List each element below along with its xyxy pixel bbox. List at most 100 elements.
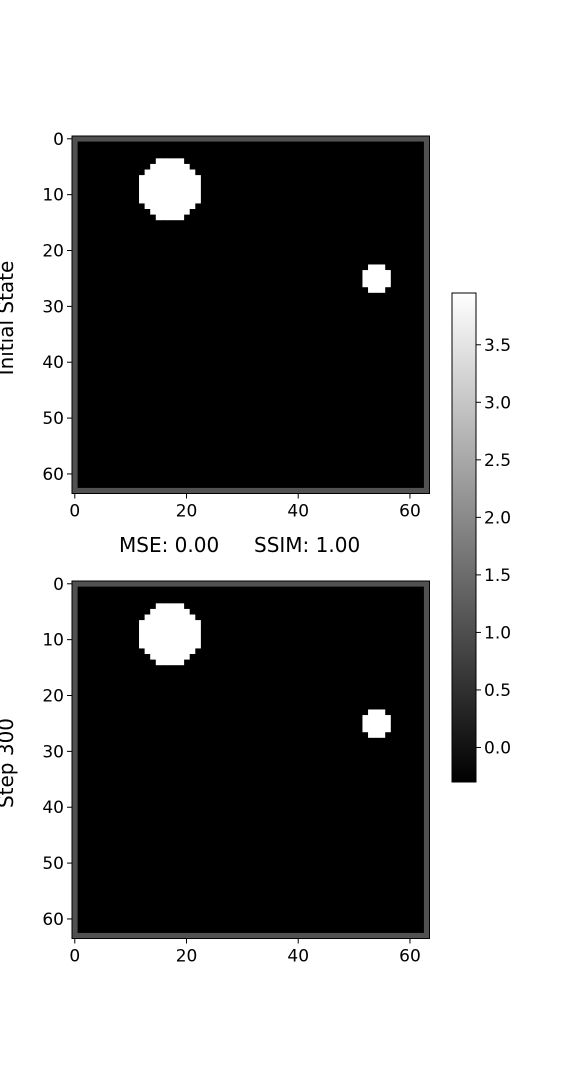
blob-cell <box>178 203 185 210</box>
blob-cell <box>155 158 162 165</box>
blob-cell <box>150 620 157 627</box>
blob-cell <box>362 270 369 277</box>
blob-cell <box>172 175 179 182</box>
blob-cell <box>178 163 185 170</box>
blob-cell <box>172 197 179 204</box>
blob-cell <box>178 631 185 638</box>
blob-cell <box>178 614 185 621</box>
blob-cell <box>362 715 369 722</box>
x-axis-ticks: 0 20 40 60 <box>69 493 421 522</box>
blob-cell <box>178 180 185 187</box>
blob-cell <box>166 197 173 204</box>
blob-cell <box>172 158 179 165</box>
blob-cell <box>373 726 380 733</box>
blob-cell <box>155 208 162 215</box>
blob-cell <box>155 659 162 666</box>
blob-cell <box>189 614 196 621</box>
blob-cell <box>161 175 168 182</box>
x-tick-label: 20 <box>176 502 198 522</box>
blob-cell <box>139 191 146 198</box>
heatmap-background <box>72 581 430 939</box>
blob-cell <box>161 653 168 660</box>
blob-cell <box>194 620 201 627</box>
x-tick-label: 0 <box>69 502 80 522</box>
blob-cell <box>161 631 168 638</box>
blob-cell <box>384 275 391 282</box>
blob-cell <box>155 608 162 615</box>
blob-cell <box>144 203 151 210</box>
blob-cell <box>161 625 168 632</box>
blob-cell <box>155 191 162 198</box>
colorbar-ticks: 0.0 0.5 1.0 1.5 2.0 2.5 3.0 3.5 <box>476 336 511 758</box>
colorbar-tick-label: 3.5 <box>484 336 511 356</box>
blob-cell <box>166 636 173 643</box>
blob-cell <box>379 270 386 277</box>
blob-cell <box>139 642 146 649</box>
blob-cell <box>150 175 157 182</box>
border-row-top <box>72 136 430 142</box>
blob-cell <box>362 281 369 288</box>
blob-cell <box>150 203 157 210</box>
blob-cell <box>373 715 380 722</box>
blob-cell <box>379 264 386 271</box>
blob-cell <box>150 653 157 660</box>
blob-cell <box>166 625 173 632</box>
blob-cell <box>155 603 162 610</box>
blob-cell <box>150 163 157 170</box>
blob-cell <box>178 636 185 643</box>
blob-cell <box>166 642 173 649</box>
blob-cell <box>172 620 179 627</box>
x-tick-label: 60 <box>399 947 421 967</box>
blob-cell <box>144 631 151 638</box>
y-tick-label: 10 <box>42 631 64 651</box>
blob-cell <box>144 648 151 655</box>
blob-cell <box>178 659 185 666</box>
blob-cell <box>178 186 185 193</box>
blob-cell <box>155 169 162 176</box>
axes-frame <box>71 135 430 494</box>
blob-cell <box>166 158 173 165</box>
blob-cell <box>172 214 179 221</box>
blob-cell <box>144 614 151 621</box>
blob-cell <box>189 636 196 643</box>
ssim-label: SSIM: 1.00 <box>254 533 360 557</box>
y-tick-label: 0 <box>53 575 64 595</box>
blob-cell <box>172 631 179 638</box>
blob-cell <box>368 275 375 282</box>
blob-cell <box>150 208 157 215</box>
panel-initial-state: 0 10 20 30 40 50 60 0 20 40 60 Initial State <box>0 130 430 522</box>
blob-cell <box>172 186 179 193</box>
blob-cell <box>194 625 201 632</box>
y-tick-label: 20 <box>42 687 64 707</box>
blob-cell <box>161 620 168 627</box>
blob-cell <box>155 186 162 193</box>
colorbar-gradient <box>451 292 477 783</box>
blob-cell <box>155 197 162 204</box>
panel-step-300: 0 10 20 30 40 50 60 0 20 40 60 Step 300 <box>0 575 430 967</box>
blob-cell <box>144 175 151 182</box>
blob-cell <box>155 631 162 638</box>
blob-cell <box>161 614 168 621</box>
blob-cell <box>161 642 168 649</box>
blob-cell <box>150 608 157 615</box>
blob-cell <box>368 264 375 271</box>
blob-cell <box>183 197 190 204</box>
blob-cell <box>373 270 380 277</box>
blob-cell <box>166 214 173 221</box>
blob-cell <box>368 726 375 733</box>
blob-cell <box>144 186 151 193</box>
blob-cell <box>172 191 179 198</box>
blob-cell <box>139 175 146 182</box>
blob-cell <box>172 642 179 649</box>
blob-cell <box>183 614 190 621</box>
blob-cell <box>189 186 196 193</box>
blob-cell <box>150 631 157 638</box>
blob-cell <box>183 169 190 176</box>
blob-cell <box>183 180 190 187</box>
blob-cell <box>166 659 173 666</box>
blob-cell <box>362 726 369 733</box>
blob-cell <box>373 286 380 293</box>
blob-cell <box>150 180 157 187</box>
colorbar-tick-label: 2.5 <box>484 451 511 471</box>
blob-cell <box>194 631 201 638</box>
